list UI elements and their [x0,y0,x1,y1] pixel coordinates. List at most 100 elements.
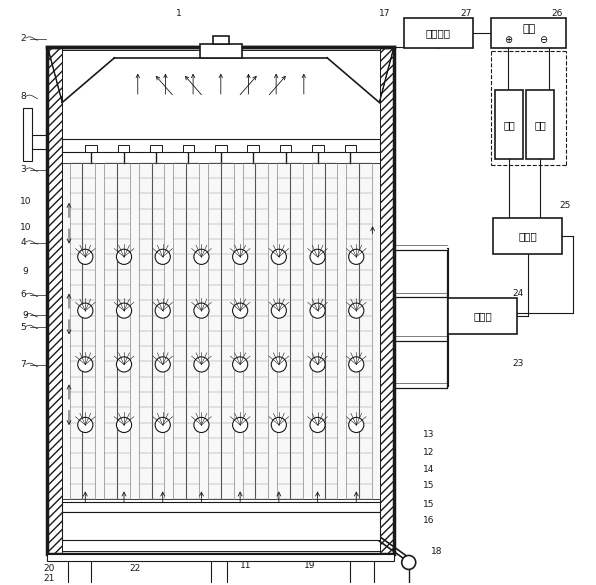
Bar [62,512,380,540]
Circle shape [155,357,170,372]
Bar [247,145,259,152]
Text: 5: 5 [20,322,26,332]
Bar [62,139,380,152]
Bar [62,50,380,551]
Text: 23: 23 [513,359,524,367]
Text: 22: 22 [129,565,141,573]
Text: 14: 14 [423,465,435,474]
Circle shape [271,417,287,432]
Text: 2: 2 [20,34,26,43]
Circle shape [232,303,248,318]
Text: 15: 15 [423,481,435,490]
Text: 氧化液: 氧化液 [473,311,492,321]
Circle shape [349,417,364,432]
Circle shape [310,303,325,318]
Circle shape [232,417,248,432]
Text: 电源: 电源 [522,23,535,34]
Bar [62,163,380,499]
Bar [404,18,473,49]
Circle shape [116,249,132,264]
Circle shape [155,417,170,432]
Bar [213,36,229,44]
Bar [182,145,194,152]
Bar [312,145,324,152]
Text: ⊕: ⊕ [504,35,512,44]
Circle shape [194,249,209,264]
Bar [210,554,227,585]
Text: 15: 15 [423,500,435,510]
Text: 25: 25 [559,201,570,211]
Text: 24: 24 [513,289,524,298]
Circle shape [194,417,209,432]
Bar [492,18,566,49]
Bar [344,145,356,152]
Text: 阳极: 阳极 [503,120,515,130]
Bar [526,91,554,159]
Bar [280,145,291,152]
Text: 7: 7 [20,360,26,369]
Circle shape [116,357,132,372]
Text: 27: 27 [460,9,471,18]
Circle shape [232,357,248,372]
Circle shape [77,417,93,432]
Circle shape [271,357,287,372]
Text: 26: 26 [552,9,563,18]
Circle shape [77,303,93,318]
Bar [68,554,91,585]
Circle shape [155,303,170,318]
Text: 9: 9 [23,311,28,320]
Text: 21: 21 [43,574,54,583]
Bar [48,47,394,554]
Circle shape [155,249,170,264]
Bar [495,91,523,159]
Text: ⊖: ⊖ [539,35,547,44]
Circle shape [232,249,248,264]
Circle shape [194,357,209,372]
Circle shape [310,357,325,372]
Circle shape [271,303,287,318]
Bar [350,554,374,585]
Bar [48,554,394,561]
Text: 阴极: 阴极 [535,120,547,130]
Text: 10: 10 [20,197,31,207]
Circle shape [310,249,325,264]
Text: 3: 3 [20,165,26,174]
Circle shape [349,249,364,264]
Circle shape [349,357,364,372]
Circle shape [77,357,93,372]
Text: 20: 20 [43,565,54,573]
Circle shape [402,555,415,569]
Circle shape [194,303,209,318]
Text: 18: 18 [431,547,442,556]
Text: 13: 13 [423,431,435,439]
Circle shape [310,417,325,432]
Text: 11: 11 [240,562,252,570]
Bar [85,145,97,152]
Circle shape [349,303,364,318]
Bar [215,145,226,152]
Text: 12: 12 [423,448,435,457]
Text: 10: 10 [20,223,31,232]
Circle shape [116,417,132,432]
Bar [380,47,394,554]
Text: 碱性液: 碱性液 [518,231,537,241]
Circle shape [77,249,93,264]
Bar [62,503,380,512]
Text: 1: 1 [176,9,181,18]
Text: 19: 19 [304,562,315,570]
Text: 16: 16 [423,516,435,525]
Text: 淡化海水: 淡化海水 [426,28,451,39]
Text: 9: 9 [23,267,28,276]
Bar [150,145,162,152]
Circle shape [116,303,132,318]
Bar [200,44,242,58]
Bar [493,218,562,254]
Bar [118,145,129,152]
Bar [48,47,62,554]
Bar [448,298,517,334]
Bar [23,108,32,161]
Text: 6: 6 [20,291,26,300]
Text: 8: 8 [20,92,26,101]
Circle shape [271,249,287,264]
Text: 17: 17 [378,9,390,18]
